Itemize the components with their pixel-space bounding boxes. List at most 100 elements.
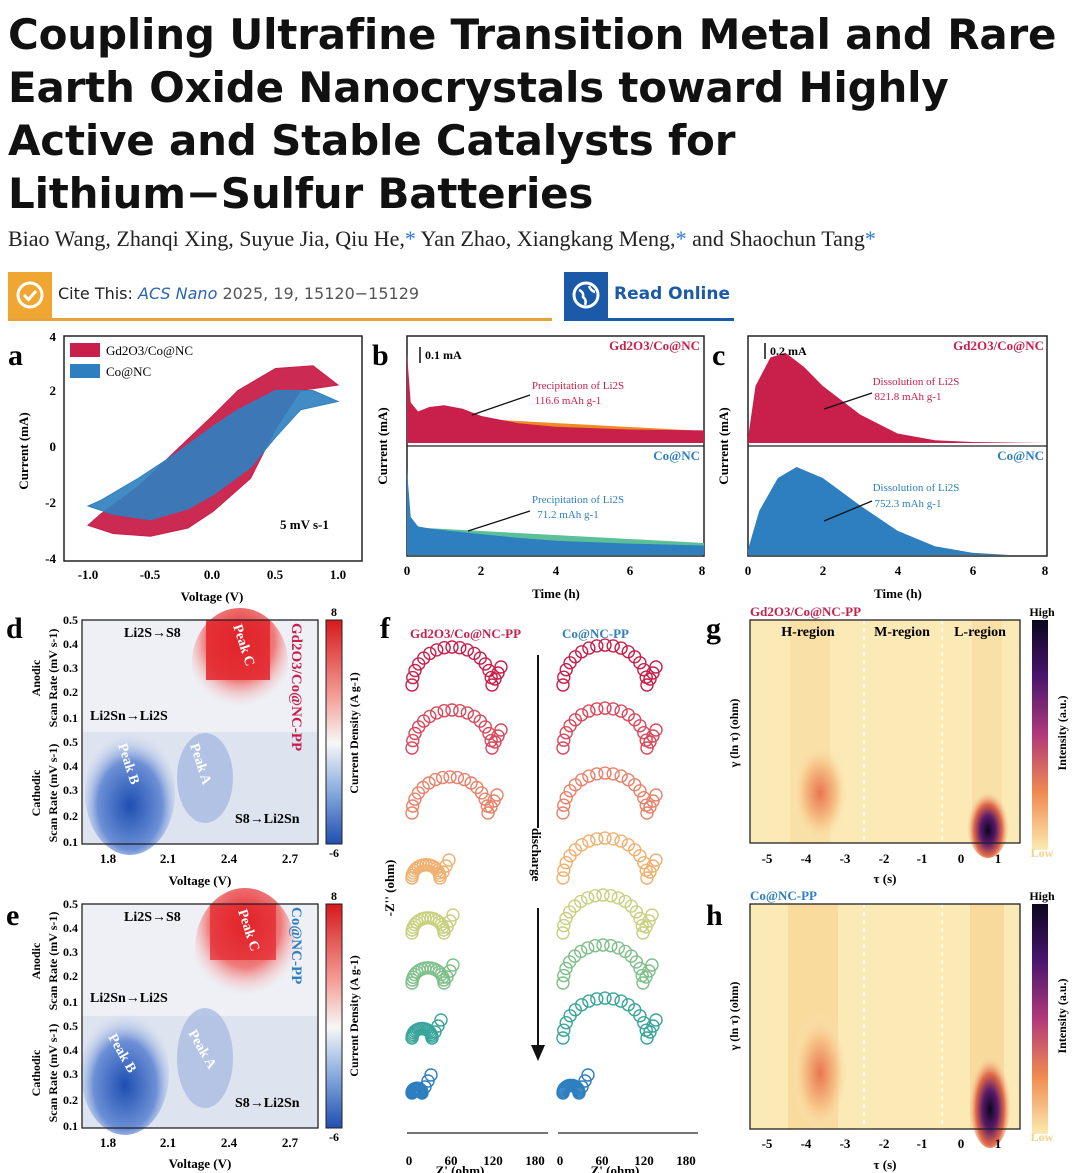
nyquist-point [453, 704, 467, 718]
nyquist-point [643, 865, 657, 879]
nyquist-point [408, 726, 422, 741]
nyquist-point [639, 920, 653, 934]
nyquist-point [633, 656, 647, 670]
cv-series-co [86, 390, 340, 521]
reaction-label: Li2S→S8 [124, 626, 181, 641]
y-tick: 0.4 [63, 921, 78, 935]
y-axis-label: -Z'' (ohm) [382, 860, 397, 917]
panel-letter-e: e [6, 899, 19, 932]
cite-this-link[interactable]: Cite This: ACS Nano 2025, 19, 15120−1512… [58, 284, 419, 303]
x-tick: -4 [801, 851, 812, 866]
cbar-max: 8 [331, 889, 337, 903]
nyquist-point [629, 955, 643, 969]
y-tick: 0.5 [63, 1019, 78, 1033]
nyquist-point [598, 766, 612, 780]
nyquist-point [428, 1025, 442, 1039]
author: Suyue Jia [239, 226, 325, 251]
panel-letter-h: h [706, 899, 723, 932]
y-axis-label: γ (ln τ) (ohm) [727, 699, 741, 769]
legend-gd: Gd2O3/Co@NC [106, 343, 193, 358]
y-tick: 0.1 [63, 1119, 78, 1133]
reaction-label: S8→Li2Sn [235, 1096, 300, 1111]
nyquist-point [649, 723, 663, 737]
x-axis-label: τ (s) [874, 871, 897, 886]
nyquist-point [494, 723, 508, 737]
author-list: Biao Wang, Zhanqi Xing, Suyue Jia, Qiu H… [8, 226, 876, 251]
nyquist-point [415, 1086, 429, 1100]
corresponding-star-icon: * [675, 226, 687, 251]
check-circle-icon[interactable] [8, 272, 52, 318]
nyquist-point [405, 806, 419, 820]
y-tick: 0.3 [63, 661, 78, 675]
cbar-low: Low [1031, 1130, 1054, 1144]
nyquist-point [590, 639, 604, 653]
nyquist-point [574, 944, 588, 959]
nyquist-point [590, 767, 604, 781]
nyquist-point [559, 663, 573, 677]
x-axis-label: Voltage (V) [169, 873, 232, 888]
nyquist-point [590, 702, 604, 716]
area-co [407, 469, 704, 555]
x-tick: 1.8 [100, 851, 117, 866]
nyquist-plots [405, 638, 663, 1100]
nyquist-point [604, 939, 618, 953]
scale-bar-label: 0.1 mA [425, 348, 462, 362]
y-tick: -4 [45, 551, 56, 566]
panel-f: Gd2O3/Co@NC-PP Co@NC-PP discharge 0 60 1… [382, 626, 698, 1173]
series-label-co: Co@NC [997, 448, 1044, 463]
nyquist-point [640, 741, 654, 755]
paper-title: Coupling Ultrafine Transition Metal and … [8, 10, 1057, 218]
x-tick: 120 [634, 1153, 654, 1168]
nyquist-point [646, 859, 660, 873]
nyquist-point [633, 849, 647, 863]
cv-curves [86, 365, 340, 537]
y-tick: 0.4 [63, 759, 78, 773]
nyquist-point [646, 666, 660, 680]
nyquist-point [637, 663, 651, 677]
annotation: Dissolution of Li2S [873, 376, 960, 388]
cite-journal: ACS Nano [138, 284, 218, 303]
nyquist-point [437, 641, 451, 655]
nyquist-point [491, 666, 505, 680]
cathodic-label: Cathodic [29, 769, 43, 816]
nyquist-point [425, 1031, 439, 1045]
x-axis-label: Time (h) [532, 586, 580, 601]
nyquist-point [556, 926, 570, 940]
nyquist-point [491, 729, 505, 743]
nyquist-point [598, 638, 612, 652]
x-axis-label: τ (s) [874, 1157, 897, 1172]
y-tick: 0.1 [63, 711, 78, 725]
nyquist-point [423, 646, 437, 661]
nyquist-point [436, 865, 450, 879]
nyquist-point [572, 1086, 586, 1100]
read-online-link[interactable]: Read Online [614, 284, 731, 304]
panel-c: 0.2 mA Gd2O3/Co@NC Co@NC Dissolution of … [716, 335, 1049, 601]
panel-a: Gd2O3/Co@NC Co@NC 5 mV s-1 4 2 0 -2 -4 -… [16, 333, 363, 604]
nyquist-point [559, 961, 573, 976]
nyquist-title-co: Co@NC-PP [562, 626, 629, 641]
nyquist-point [488, 672, 502, 686]
nyquist-point [557, 1023, 571, 1037]
nyquist-point [443, 914, 457, 928]
nyquist-point [596, 938, 610, 952]
nyquist-point [559, 856, 573, 870]
nyquist-point [405, 678, 419, 692]
x-tick: 60 [596, 1153, 609, 1168]
globe-icon[interactable] [564, 272, 608, 318]
x-axis-label: Z' (ohm) [591, 1163, 640, 1173]
nyquist-point [408, 792, 422, 806]
nyquist-point [559, 791, 573, 805]
x-tick: 2.1 [160, 851, 176, 866]
nyquist-point [643, 672, 657, 686]
nyquist-point [424, 1068, 438, 1082]
y-tick: 0.1 [63, 835, 78, 849]
x-tick: -2 [879, 851, 890, 866]
y-tick: 0.3 [63, 945, 78, 959]
nyquist-point [606, 992, 620, 1006]
nyquist-point [484, 800, 498, 814]
nyquist-point [434, 1013, 448, 1027]
x-tick: 2.7 [282, 1135, 299, 1150]
nyquist-point [453, 641, 467, 655]
nyquist-point [575, 708, 589, 722]
nyquist-point [588, 939, 602, 953]
